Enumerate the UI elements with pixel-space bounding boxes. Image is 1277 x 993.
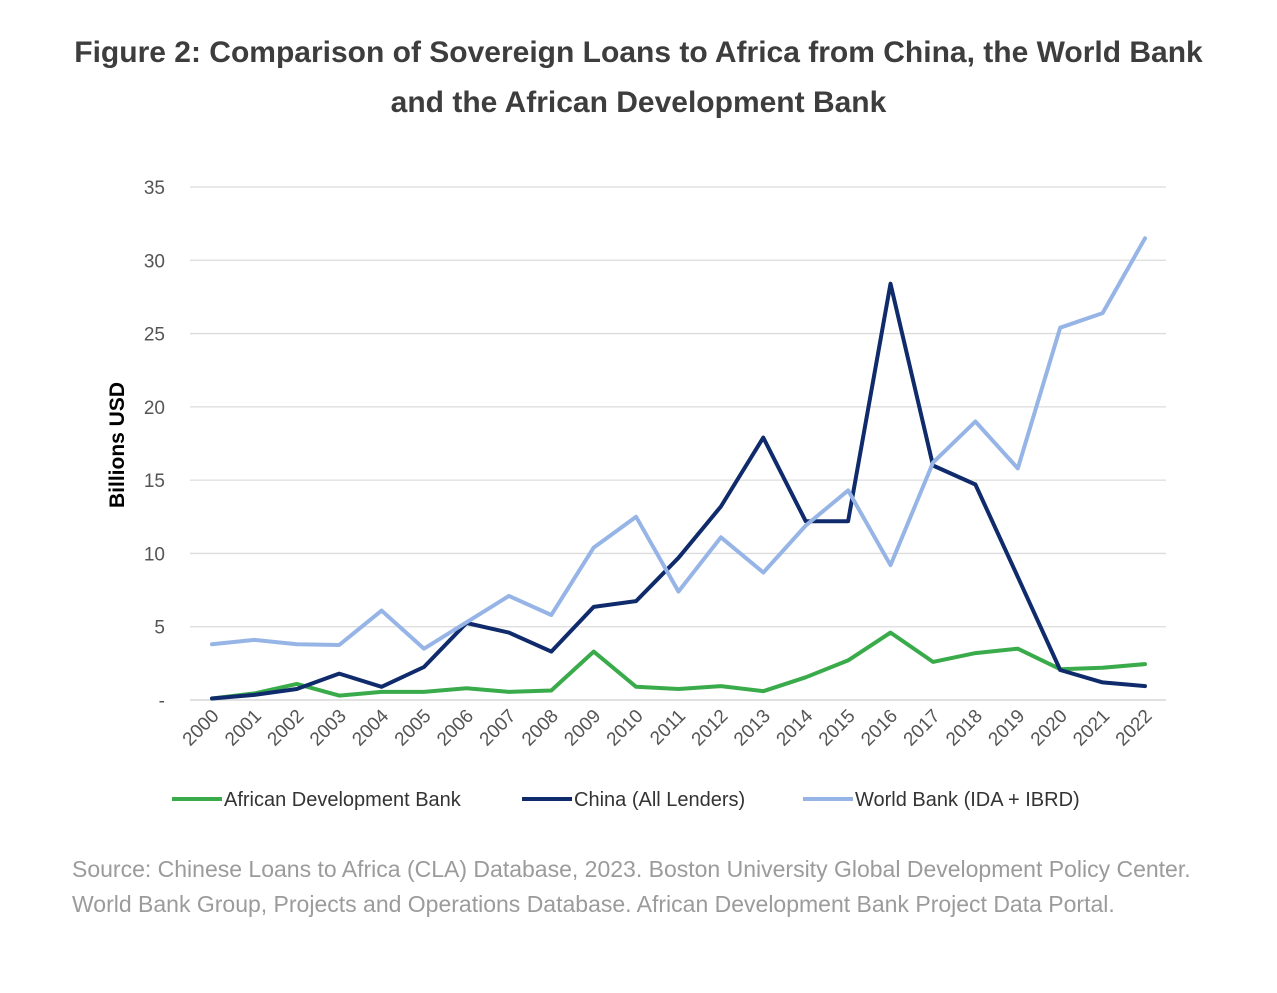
x-tick-label: 2010 xyxy=(603,706,648,751)
legend-label-china-all-lenders: China (All Lenders) xyxy=(574,789,745,811)
y-tick-label: 35 xyxy=(144,178,165,199)
x-tick-label: 2002 xyxy=(264,706,309,751)
series-line-world-bank-ida-ibrd xyxy=(210,236,1147,651)
series-lines xyxy=(210,236,1147,701)
legend-label-world-bank-ida-ibrd: World Bank (IDA + IBRD) xyxy=(855,789,1080,811)
x-tick-label: 2009 xyxy=(560,706,605,751)
y-tick-label: 5 xyxy=(154,618,165,639)
x-tick-label: 2016 xyxy=(857,706,902,751)
y-axis-label: Billions USD xyxy=(106,382,129,508)
x-tick-label: 2022 xyxy=(1112,706,1157,751)
x-tick-label: 2014 xyxy=(773,705,818,750)
y-tick-label: 20 xyxy=(144,398,165,419)
chart-title-line1: Figure 2: Comparison of Sovereign Loans … xyxy=(74,36,1203,69)
chart-title: Figure 2: Comparison of Sovereign Loans … xyxy=(0,28,1277,128)
x-tick-label: 2012 xyxy=(688,706,733,751)
x-tick-label: 2001 xyxy=(221,706,266,751)
x-tick-label: 2011 xyxy=(646,706,690,750)
chart-title-line2: and the African Development Bank xyxy=(390,86,887,119)
x-tick-label: 2003 xyxy=(306,706,351,751)
x-tick-label: 2004 xyxy=(348,705,393,750)
y-tick-label: 25 xyxy=(144,325,165,346)
x-tick-label: 2008 xyxy=(518,706,563,751)
x-axis-ticks: 2000200120022003200420052006200720082009… xyxy=(179,705,1157,750)
y-axis-ticks: - 5 10 15 20 25 30 35 xyxy=(144,178,165,712)
x-tick-label: 2013 xyxy=(730,706,775,751)
x-tick-label: 2018 xyxy=(942,706,987,751)
x-tick-label: 2019 xyxy=(985,706,1030,751)
x-tick-label: 2017 xyxy=(900,706,945,751)
legend: African Development Bank China (All Lende… xyxy=(172,789,1080,811)
series-line-african-development-bank xyxy=(210,630,1147,701)
x-tick-label: 2000 xyxy=(179,706,224,751)
y-tick-label: 15 xyxy=(144,471,165,492)
x-tick-label: 2007 xyxy=(476,706,521,751)
x-tick-label: 2006 xyxy=(433,706,478,751)
gridlines xyxy=(190,186,1166,701)
y-tick-label: - xyxy=(159,691,165,712)
legend-label-african-development-bank: African Development Bank xyxy=(224,789,462,811)
x-tick-label: 2005 xyxy=(391,706,436,751)
x-tick-label: 2021 xyxy=(1069,706,1114,751)
x-tick-label: 2020 xyxy=(1027,706,1072,751)
y-tick-label: 30 xyxy=(144,251,165,272)
source-note: Source: Chinese Loans to Africa (CLA) Da… xyxy=(72,856,1191,917)
y-tick-label: 10 xyxy=(144,544,165,565)
x-tick-label: 2015 xyxy=(815,706,860,751)
